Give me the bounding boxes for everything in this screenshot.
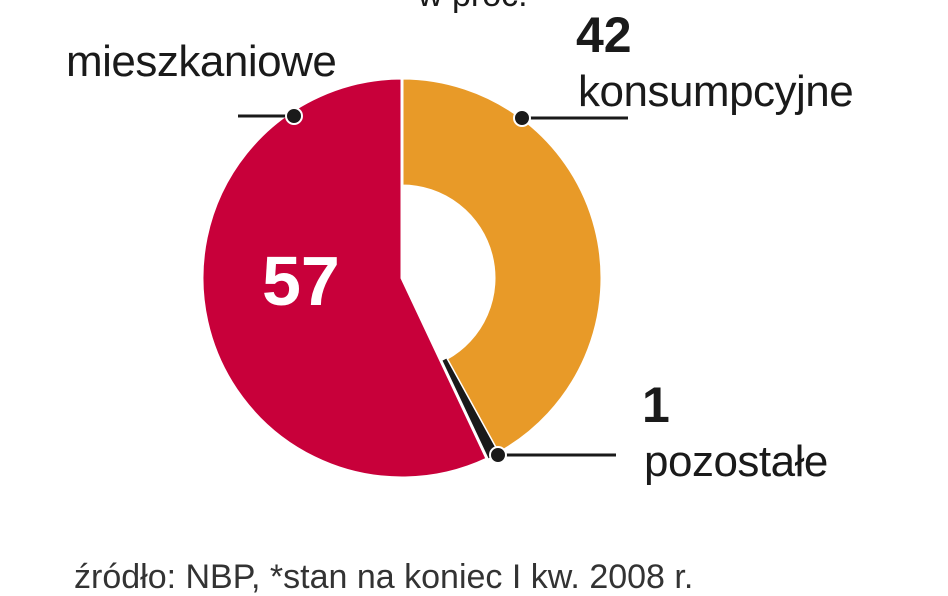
slice-konsumpcyjne [400,76,604,456]
label-pozostale: pozostałe [644,437,828,486]
chart-unit-label: w proc. [418,0,528,12]
slice-pozostale [441,358,499,459]
value-mieszkaniowe: 57 [262,242,340,320]
slices-group [200,76,604,480]
label-konsumpcyjne: konsumpcyjne [578,67,854,116]
leader-lines-group [238,107,628,464]
leader-pozostale-dot [489,446,507,464]
source-note: źródło: NBP, *stan na koniec I kw. 2008 … [74,558,694,596]
label-mieszkaniowe: mieszkaniowe [66,37,337,86]
leader-konsumpcyjne-dot [513,109,531,127]
value-konsumpcyjne: 42 [576,7,632,63]
leader-mieszkaniowe-dot [285,107,303,125]
value-pozostale: 1 [642,377,670,433]
slice-mieszkaniowe [200,76,490,480]
